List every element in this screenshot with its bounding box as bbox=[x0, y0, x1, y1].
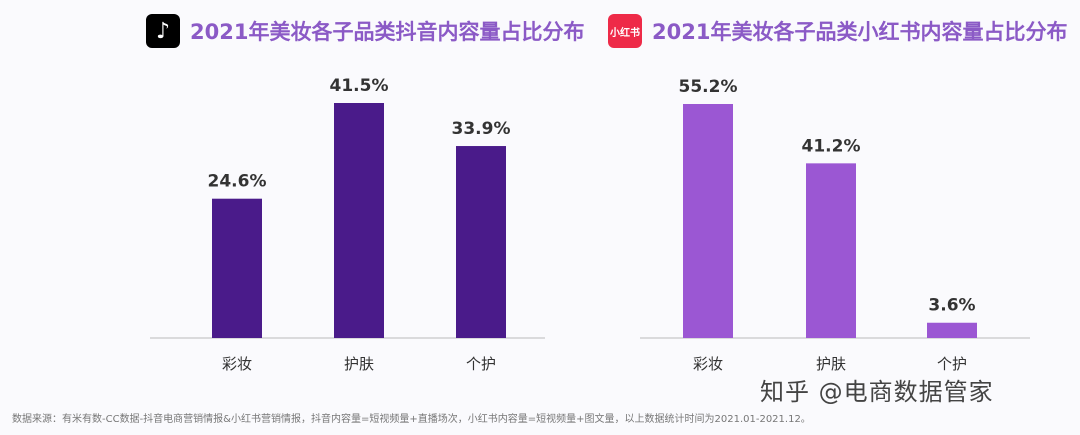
xiaohongshu-chart-title: 小红书 2021年美妆各子品类小红书内容量占比分布 bbox=[608, 14, 1067, 48]
data-label: 24.6% bbox=[208, 172, 267, 192]
bar-护肤 bbox=[806, 163, 856, 338]
watermark: 知乎 @电商数据管家 bbox=[760, 378, 994, 406]
xiaohongshu-icon: 小红书 bbox=[608, 14, 642, 48]
category-label: 护肤 bbox=[344, 355, 374, 373]
data-label: 55.2% bbox=[679, 77, 738, 97]
bar-彩妆 bbox=[683, 104, 733, 338]
title-text: 2021年美妆各子品类小红书内容量占比分布 bbox=[652, 20, 1068, 44]
data-label: 3.6% bbox=[928, 296, 975, 316]
bar-彩妆 bbox=[212, 198, 262, 338]
data-label: 41.5% bbox=[330, 76, 389, 96]
bar-个护 bbox=[456, 146, 506, 338]
data-label: 33.9% bbox=[452, 119, 511, 139]
data-label: 41.2% bbox=[802, 136, 861, 156]
douyin-icon: ♪ bbox=[146, 14, 180, 48]
category-label: 彩妆 bbox=[222, 355, 252, 373]
title-text: 2021年美妆各子品类抖音内容量占比分布 bbox=[190, 20, 585, 44]
category-label: 彩妆 bbox=[693, 355, 723, 373]
source-note: 数据来源：有米有数-CC数据-抖音电商营销情报&小红书营销情报，抖音内容量=短视… bbox=[12, 414, 811, 425]
bar-个护 bbox=[927, 322, 977, 338]
bar-护肤 bbox=[334, 103, 384, 338]
category-label: 个护 bbox=[466, 355, 496, 373]
category-label: 个护 bbox=[937, 355, 967, 373]
category-label: 护肤 bbox=[816, 355, 846, 373]
douyin-chart-title: ♪ 2021年美妆各子品类抖音内容量占比分布 bbox=[146, 14, 584, 48]
